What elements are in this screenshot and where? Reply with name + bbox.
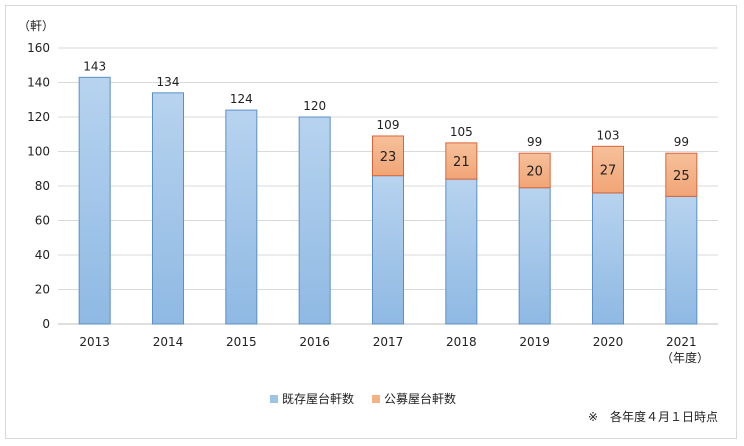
x-tick-label: 2018 <box>446 335 477 349</box>
y-tick-label: 120 <box>27 110 50 124</box>
x-tick-label: 2014 <box>153 335 184 349</box>
labels: 0 20 40 60 80 100 120 140 160 143 2013 134 2014 124 20… <box>27 41 697 349</box>
legend-label-existing: 既存屋台軒数 <box>282 392 355 406</box>
total-label: 99 <box>674 135 689 149</box>
bar-public <box>518 152 551 189</box>
y-tick-label: 20 <box>35 283 50 297</box>
bar-existing <box>152 92 184 325</box>
legend-label-public: 公募屋台軒数 <box>384 392 457 406</box>
bars <box>78 76 698 325</box>
legend-item-existing: 既存屋台軒数 <box>270 390 354 407</box>
x-tick-label: 2015 <box>226 335 257 349</box>
x-tick-label: 2019 <box>519 335 550 349</box>
legend-swatch-existing <box>270 394 278 403</box>
bar-existing <box>372 175 404 325</box>
bar-existing <box>665 195 698 325</box>
total-label: 99 <box>527 135 542 149</box>
legend-swatch-public <box>372 394 381 403</box>
bar-existing <box>298 116 331 325</box>
y-unit-label: （軒） <box>18 19 54 33</box>
bar-public <box>665 152 698 197</box>
total-label: 103 <box>597 128 620 142</box>
bar-existing <box>518 187 551 325</box>
date-note: ※ 各年度４月１日時点 <box>587 410 718 424</box>
bar-existing <box>78 76 111 325</box>
bar-existing <box>445 178 478 325</box>
x-tick-label: 2021 <box>666 335 697 349</box>
y-tick-label: 0 <box>42 317 50 331</box>
bar-existing <box>225 109 258 325</box>
total-label: 105 <box>450 125 473 139</box>
total-label: 124 <box>230 92 253 106</box>
y-tick-label: 80 <box>35 179 50 193</box>
total-label: 109 <box>377 118 400 132</box>
y-tick-label: 40 <box>35 248 50 262</box>
y-tick-label: 160 <box>27 41 50 55</box>
y-tick-label: 60 <box>35 214 50 228</box>
bar-public <box>592 145 624 194</box>
x-tick-label: 2013 <box>79 335 110 349</box>
total-label: 134 <box>157 75 180 89</box>
x-tick-label: 2016 <box>299 335 330 349</box>
total-label: 143 <box>83 59 106 73</box>
segment-label: 21 <box>453 155 470 170</box>
legend-item-public: 公募屋台軒数 <box>372 390 456 407</box>
total-label: 120 <box>303 99 326 113</box>
y-tick-label: 140 <box>27 76 50 90</box>
y-tick-label: 100 <box>27 145 50 159</box>
legend: 既存屋台軒数 公募屋台軒数 <box>270 390 456 407</box>
x-unit-label: （年度） <box>661 350 709 365</box>
bar-existing <box>592 192 624 325</box>
segment-label: 27 <box>600 164 617 179</box>
x-tick-label: 2020 <box>593 335 624 349</box>
segment-label: 23 <box>380 150 397 165</box>
bar-public <box>445 142 478 180</box>
segment-label: 25 <box>673 169 690 184</box>
bar-public <box>372 135 404 177</box>
x-tick-label: 2017 <box>373 335 404 349</box>
segment-label: 20 <box>526 164 543 179</box>
